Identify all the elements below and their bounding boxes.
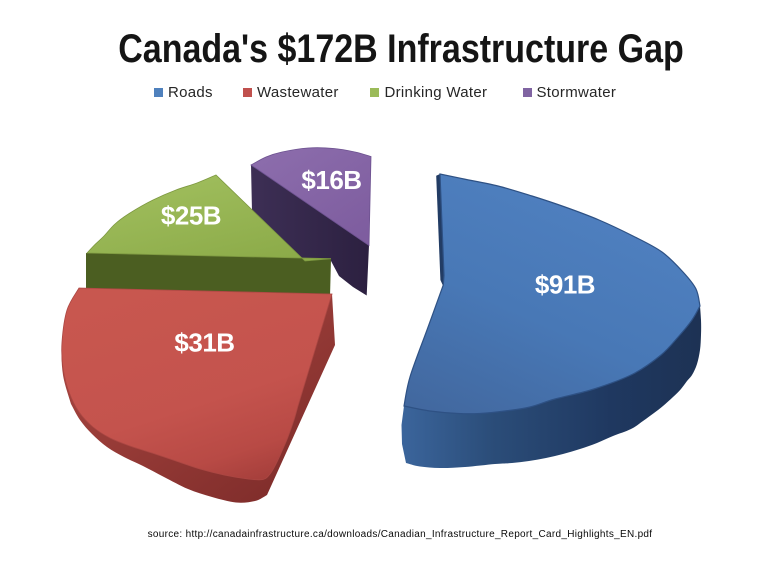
svg-text:$91B: $91B	[535, 270, 595, 300]
svg-text:$25B: $25B	[161, 201, 221, 231]
svg-text:$31B: $31B	[174, 328, 234, 358]
svg-text:$16B: $16B	[301, 165, 361, 195]
